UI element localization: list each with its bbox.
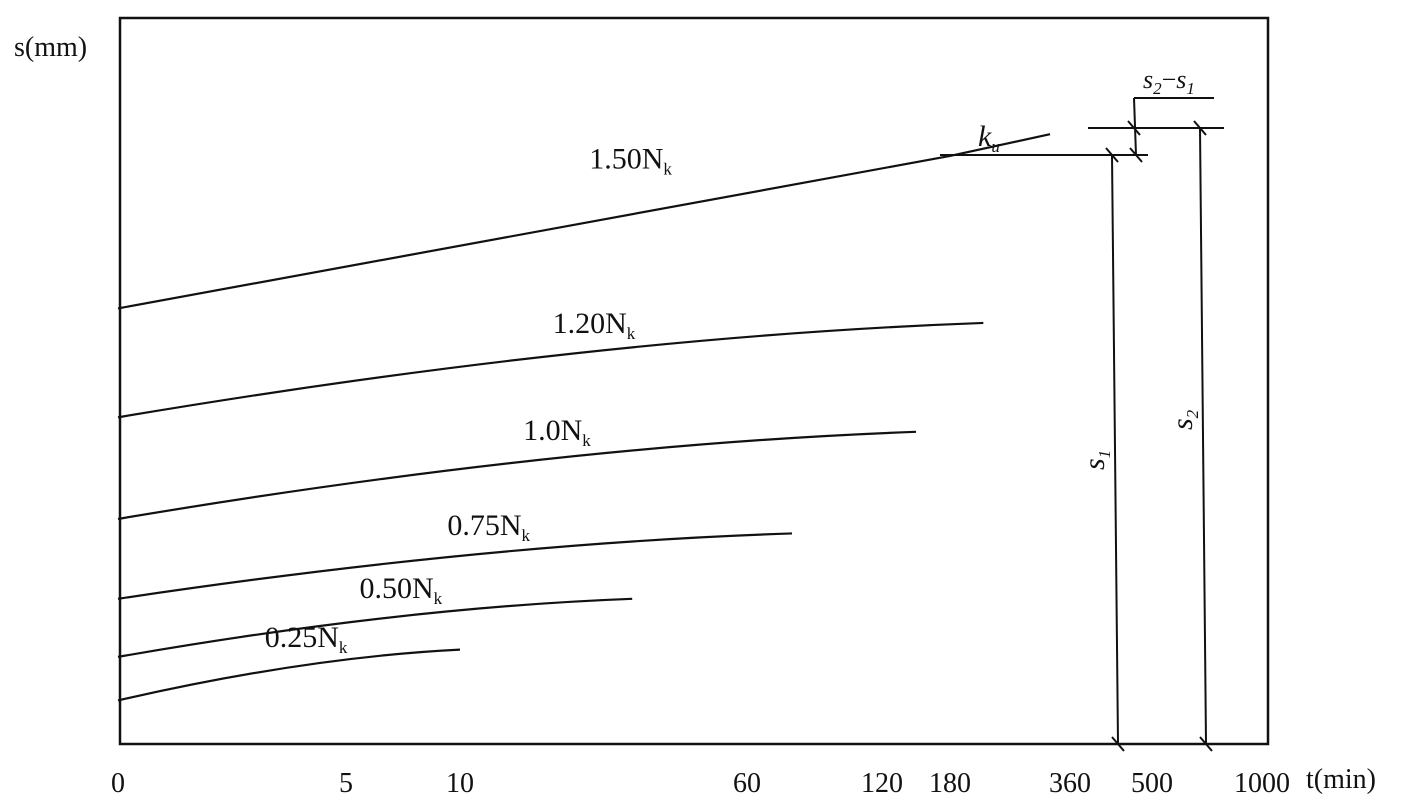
x-tick-label: 120 bbox=[861, 768, 903, 799]
s2-dimension bbox=[1088, 120, 1224, 752]
x-tick-label: 0 bbox=[111, 768, 125, 799]
ku-label: ku bbox=[978, 120, 1000, 156]
x-tick-labels: 0 5 10 60 120 180 360 500 1000 bbox=[111, 768, 1290, 799]
load-curve bbox=[117, 532, 793, 600]
x-tick-label: 180 bbox=[929, 768, 971, 799]
x-tick-label: 500 bbox=[1131, 768, 1173, 799]
load-curve bbox=[117, 133, 1051, 310]
s2-minus-s1-dimension bbox=[1127, 97, 1214, 163]
curve-label: 1.20Nk bbox=[553, 307, 636, 343]
s1-dimension bbox=[940, 147, 1148, 752]
load-curve bbox=[117, 648, 461, 702]
load-curve bbox=[117, 597, 633, 658]
curve-label: 0.25Nk bbox=[265, 621, 348, 657]
s2-label: s2 bbox=[1166, 409, 1202, 430]
plot-frame bbox=[118, 16, 1270, 746]
curve-label: 1.0Nk bbox=[523, 414, 591, 450]
load-curve bbox=[117, 430, 917, 521]
y-axis-label: s(mm) bbox=[14, 32, 87, 63]
s2-minus-s1-label: s2−s1 bbox=[1143, 65, 1195, 98]
load-curves bbox=[117, 133, 1051, 702]
load-curve bbox=[117, 321, 984, 419]
s1-label: s1 bbox=[1078, 450, 1114, 470]
x-axis-label: t(min) bbox=[1306, 764, 1376, 795]
x-tick-label: 1000 bbox=[1234, 768, 1290, 799]
x-tick-label: 5 bbox=[339, 768, 353, 799]
curve-label: 0.75Nk bbox=[447, 509, 530, 545]
x-tick-label: 360 bbox=[1049, 768, 1091, 799]
x-tick-label: 60 bbox=[733, 768, 761, 799]
x-tick-label: 10 bbox=[446, 768, 474, 799]
curve-label: 1.50Nk bbox=[589, 142, 672, 178]
curve-label: 0.50Nk bbox=[359, 572, 442, 608]
